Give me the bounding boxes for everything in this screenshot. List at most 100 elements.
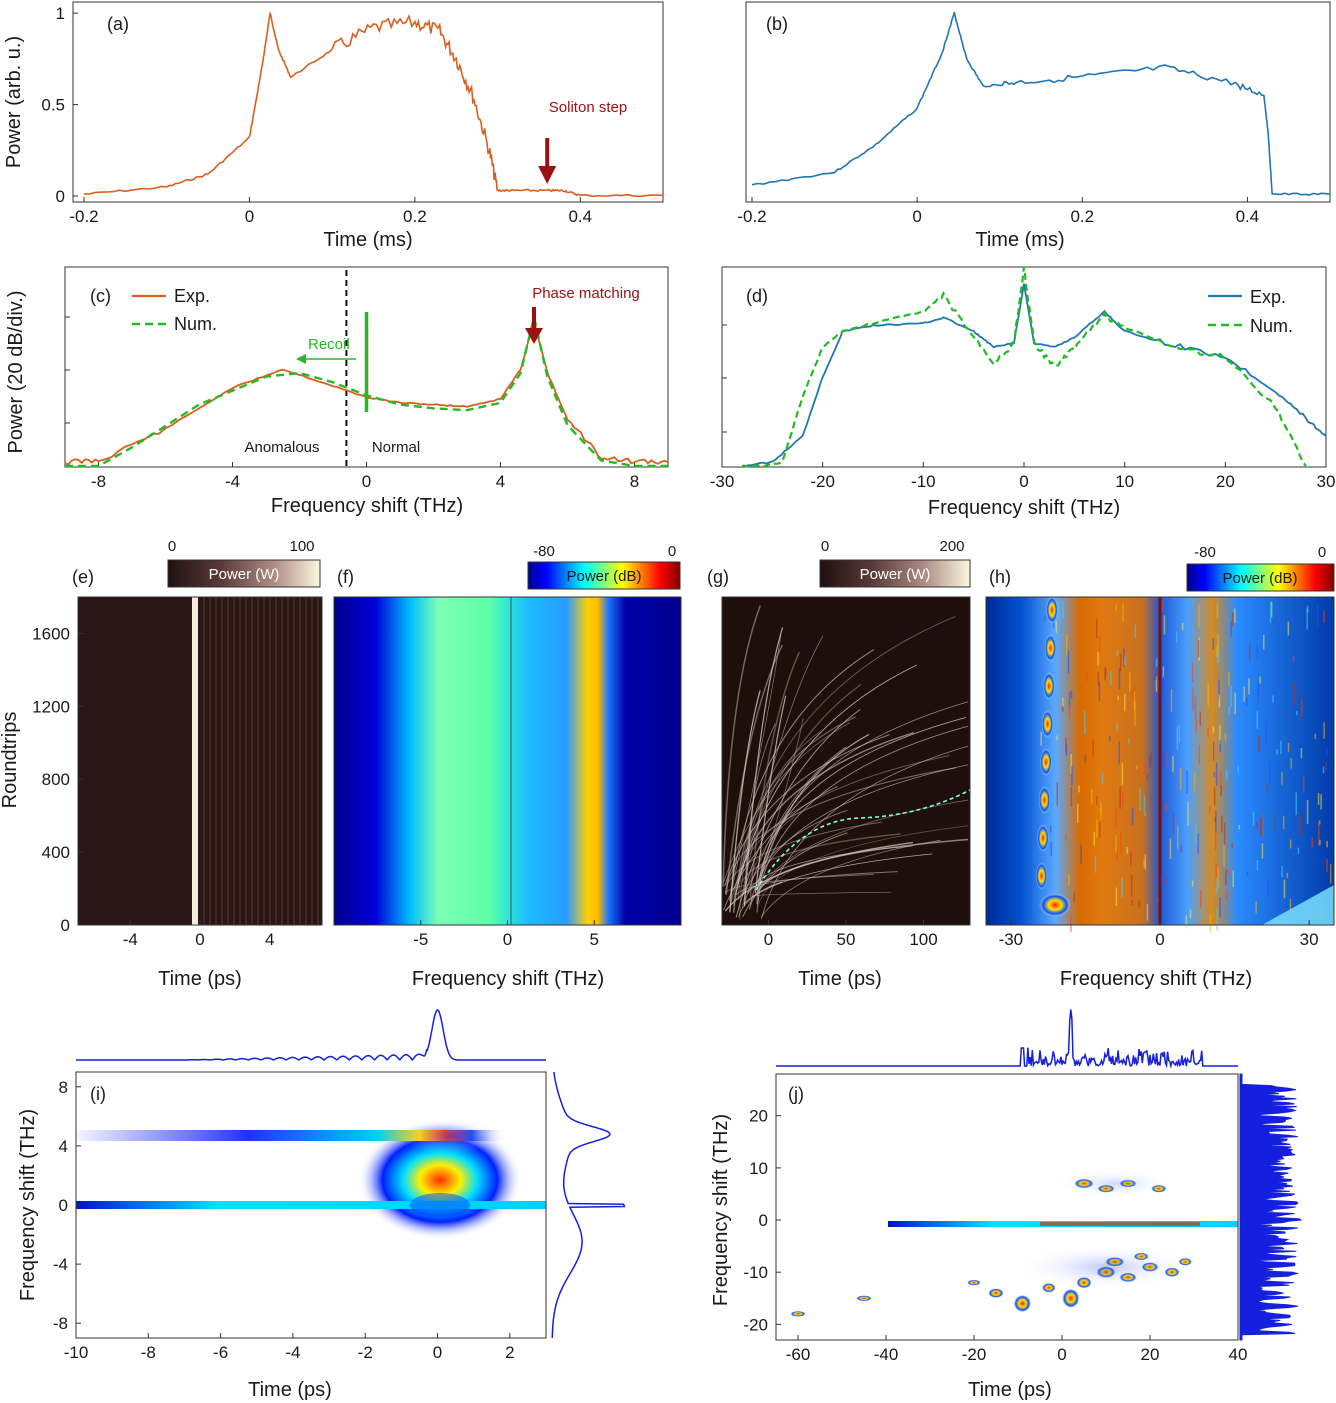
panel-f-colorbar-label: Power (dB) xyxy=(566,568,641,585)
spectral-texture xyxy=(1062,697,1064,707)
panel-j-label: (j) xyxy=(788,1084,804,1104)
soliton-trajectory xyxy=(741,635,824,896)
panel-a-xlabel: Time (ms) xyxy=(323,229,412,251)
spectral-texture xyxy=(1259,676,1261,684)
spectral-texture xyxy=(1098,681,1101,701)
panel-j-ytick-4: 20 xyxy=(749,1107,768,1126)
panel-b-frame xyxy=(745,1,1331,203)
panel-d-series-exp xyxy=(742,283,1327,468)
spectral-texture xyxy=(1070,690,1073,699)
panel-i-xlabel: Time (ps) xyxy=(248,1379,332,1401)
spectrogram-glow xyxy=(1054,1169,1175,1198)
panel-g-label: (g) xyxy=(707,567,729,587)
spectral-texture xyxy=(1217,867,1220,888)
spectral-texture xyxy=(1215,810,1217,833)
spectral-texture xyxy=(1219,897,1221,918)
spectral-texture xyxy=(1070,754,1072,774)
panel-i-ticks: -10 -8 -6 -4 -2 0 2 -8 -4 0 4 8 xyxy=(53,1078,515,1362)
soliton-trajectory xyxy=(749,799,969,909)
panel-h-colorbar-min: -80 xyxy=(1194,544,1216,561)
spectral-texture xyxy=(1061,706,1064,712)
panel-g-fit-curve xyxy=(755,789,971,891)
panel-j-xlabel: Time (ps) xyxy=(968,1379,1052,1401)
panel-f-colorbar-min: -80 xyxy=(533,543,555,560)
spectral-texture xyxy=(1237,765,1240,773)
spectral-texture xyxy=(1101,772,1104,785)
panel-c-xlabel: Frequency shift (THz) xyxy=(271,495,463,517)
spectral-texture xyxy=(1097,652,1099,666)
spectral-texture xyxy=(1084,710,1086,734)
spectral-texture xyxy=(1056,735,1058,741)
panel-e-ytick-2: 800 xyxy=(42,770,70,789)
panel-j-temporal-profile xyxy=(776,1009,1238,1069)
panel-h-colorbar xyxy=(1186,563,1335,592)
spectral-texture xyxy=(1280,740,1282,754)
panel-c-label: (c) xyxy=(90,286,111,306)
spectral-texture xyxy=(1215,646,1218,658)
soliton-trajectory xyxy=(737,616,956,900)
spectral-texture xyxy=(1212,741,1215,761)
panel-g-xtick-2: 100 xyxy=(909,930,937,949)
dispersive-wave-burst xyxy=(1040,748,1052,776)
spectral-texture xyxy=(1193,772,1196,792)
spectral-texture xyxy=(1218,679,1220,700)
spectral-texture xyxy=(1133,691,1136,710)
spectral-texture xyxy=(1207,682,1209,707)
panel-b-ticks: -0.2 0 0.2 0.4 xyxy=(737,197,1259,226)
panel-h-dispersive-waves xyxy=(1035,596,1334,925)
panel-j-spectrogram-features xyxy=(790,1169,1196,1317)
spectral-texture xyxy=(1070,915,1072,933)
spectral-texture xyxy=(1131,899,1133,905)
spectral-texture xyxy=(1225,890,1228,902)
panel-e-ylabel: Roundtrips xyxy=(0,712,21,809)
spectral-texture xyxy=(1131,874,1133,897)
panel-a-series xyxy=(83,10,664,198)
panel-j-xtick-0: -60 xyxy=(786,1345,811,1364)
panel-f-ticks: -5 0 5 xyxy=(413,920,599,949)
spectral-texture xyxy=(1256,821,1258,830)
panel-b: -0.2 0 0.2 0.4 (b) Time (ms) xyxy=(737,1,1331,251)
spectral-texture xyxy=(1096,819,1098,838)
spectral-texture xyxy=(1118,741,1120,765)
soliton-trajectory xyxy=(736,716,856,889)
spectral-texture xyxy=(1122,603,1124,623)
panel-g-soliton-trajectories xyxy=(722,605,969,920)
spectral-texture xyxy=(1040,731,1042,746)
panel-e-colorbar-max: 100 xyxy=(289,538,314,555)
soliton-trajectory xyxy=(739,731,821,920)
spectral-texture xyxy=(1227,869,1229,874)
spectral-texture xyxy=(1156,898,1159,903)
panel-i-ytick-2: 0 xyxy=(59,1196,68,1215)
spectral-texture xyxy=(1289,839,1292,849)
spectral-texture xyxy=(1326,840,1328,848)
spectral-texture xyxy=(1209,805,1211,813)
panel-f-colorbar-max: 0 xyxy=(668,543,676,560)
spectral-texture xyxy=(1124,656,1126,666)
spectral-texture xyxy=(1269,761,1271,786)
panel-e-xtick-2: 4 xyxy=(265,930,274,949)
dispersive-wave-burst xyxy=(1037,824,1049,852)
panel-a-xtick-1: 0 xyxy=(245,207,254,226)
spectral-texture xyxy=(1144,811,1146,817)
panel-h: -30 0 30 (h) Power (dB) -80 0 Frequency sh… xyxy=(985,544,1335,990)
spectral-texture xyxy=(1096,795,1098,805)
spectral-texture xyxy=(1120,832,1122,854)
panel-e-ticks: -4 0 4 0 400 800 1200 1600 xyxy=(32,624,274,949)
spectral-texture xyxy=(1056,782,1058,806)
spectral-texture xyxy=(1221,815,1223,833)
spectral-texture xyxy=(1306,605,1309,613)
panel-i-ytick-0: -8 xyxy=(53,1314,68,1333)
soliton-trajectory xyxy=(756,716,967,905)
soliton-trajectory xyxy=(758,733,870,887)
soliton-step-arrow xyxy=(538,138,557,184)
spectral-texture xyxy=(1115,835,1117,853)
spectral-texture xyxy=(1238,824,1240,830)
panel-j-ytick-3: 10 xyxy=(749,1159,768,1178)
spectral-texture xyxy=(1198,604,1200,628)
panel-i-xtick-1: -8 xyxy=(141,1343,156,1362)
panel-f-label: (f) xyxy=(337,567,354,587)
spectral-texture xyxy=(1097,671,1099,687)
spectral-texture xyxy=(1189,909,1192,919)
